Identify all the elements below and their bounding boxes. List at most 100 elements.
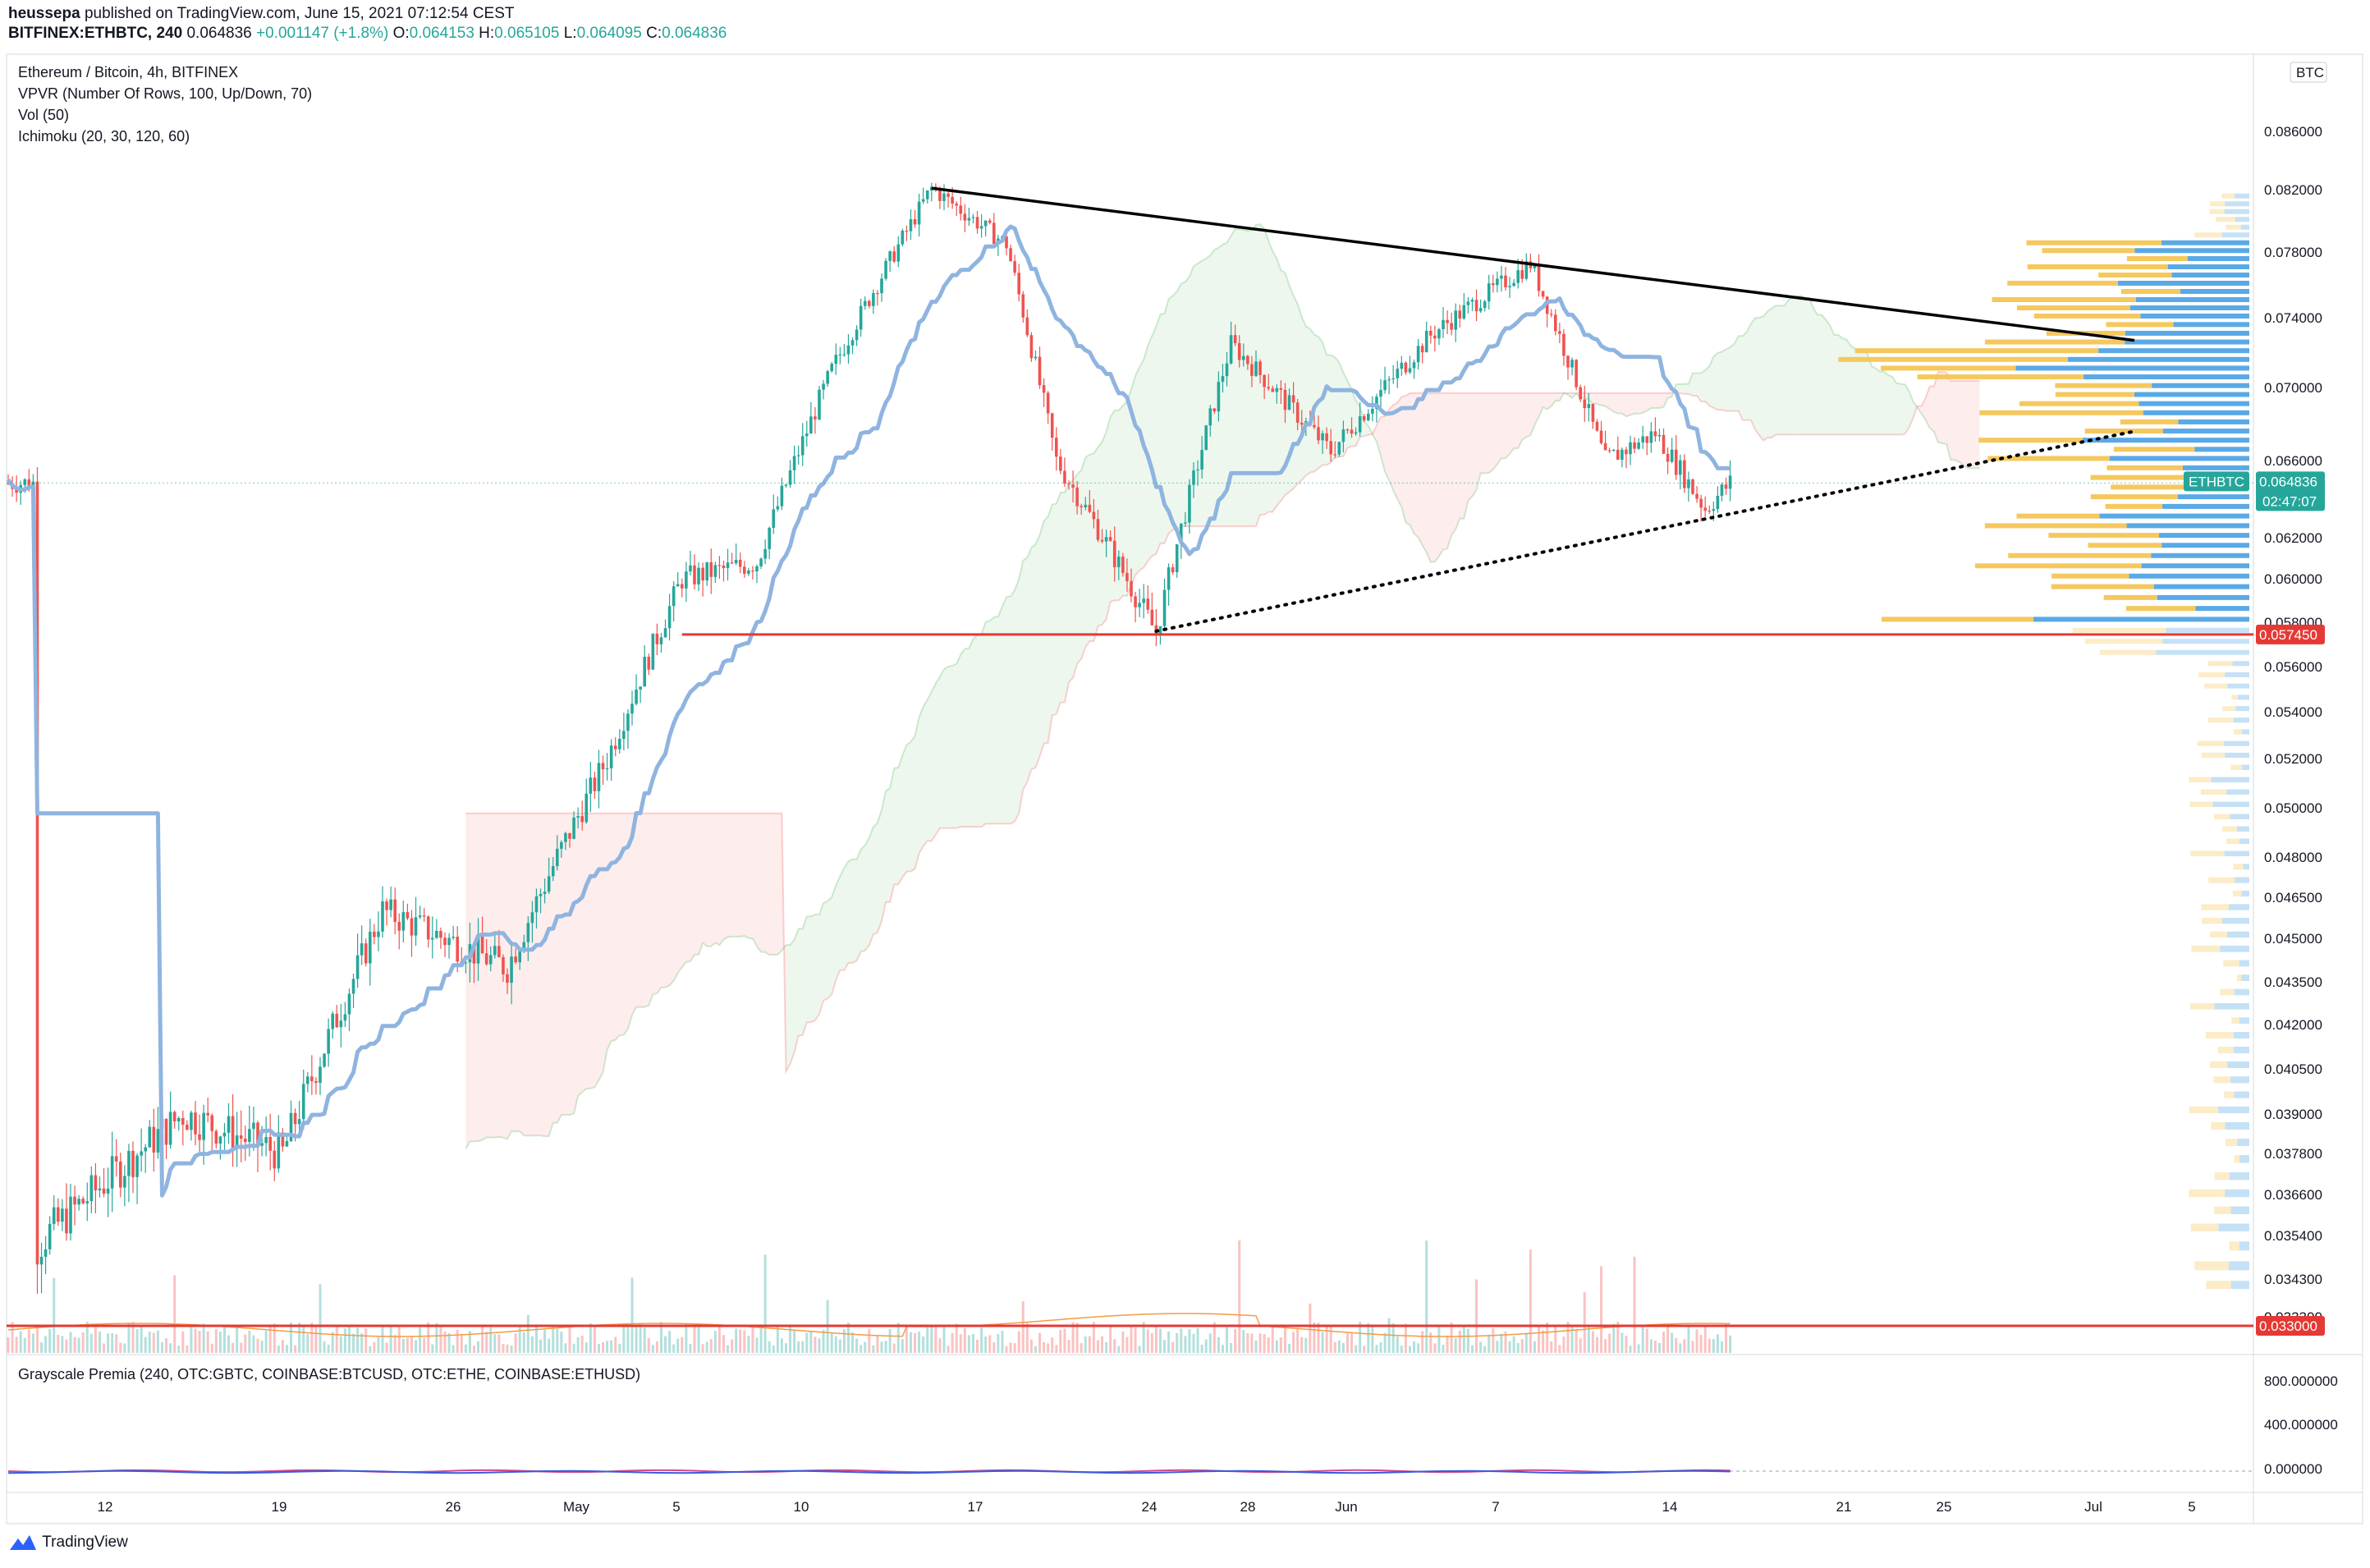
candle-body — [722, 565, 726, 569]
candle-body — [227, 1116, 231, 1133]
time-axis[interactable]: 12 19 26 May 5 10 17 24 28 Jun 7 14 21 25 Jul 5 — [98, 1499, 2196, 1515]
volume-bar — [1254, 1340, 1258, 1353]
candle-body — [439, 930, 442, 938]
volume-bar — [1379, 1342, 1382, 1353]
cloud-segment — [611, 813, 616, 1041]
cloud-segment — [707, 813, 712, 947]
volume-bar — [548, 1338, 551, 1353]
vpvr-down-bar — [2217, 1047, 2234, 1053]
price-axis[interactable]: 0.086000 0.082000 0.078000 0.074000 0.070000… — [2264, 62, 2338, 1477]
volume-bar — [502, 1344, 505, 1353]
volume-bar — [1437, 1326, 1441, 1353]
candle-body — [1599, 430, 1603, 443]
volume-bar — [1396, 1336, 1399, 1353]
candle-body — [738, 559, 742, 567]
cloud-segment — [1172, 291, 1177, 530]
candle-body — [1287, 395, 1291, 410]
cloud-segment — [1742, 332, 1747, 420]
cloud-segment — [1838, 335, 1843, 435]
volume-bar — [1371, 1324, 1374, 1353]
cloud-segment — [1468, 392, 1473, 501]
publisher-name[interactable]: heussepa — [8, 5, 80, 22]
cloud-segment — [1900, 383, 1905, 435]
cloud-segment — [1688, 373, 1693, 397]
candle-body — [1545, 296, 1549, 314]
cloud-segment — [1796, 296, 1801, 435]
candle-body — [1500, 275, 1503, 279]
candle-body — [892, 251, 896, 262]
cloud-segment — [1144, 346, 1148, 568]
candle-body — [144, 1147, 147, 1152]
vpvr-down-bar — [2090, 475, 2194, 480]
price-tick-label: 0.034300 — [2264, 1272, 2322, 1287]
vpvr-up-bar — [2195, 606, 2249, 612]
legend-vpvr[interactable]: VPVR (Number Of Rows, 100, Up/Down, 70) — [18, 85, 313, 102]
legend-sub-pane[interactable]: Grayscale Premia (240, OTC:GBTC, COINBAS… — [18, 1366, 641, 1382]
candle-body — [1171, 567, 1175, 573]
cloud-segment — [923, 699, 928, 846]
volume-bar — [1608, 1333, 1611, 1353]
price-change: +0.001147 (+1.8%) — [256, 25, 389, 42]
cloud-segment — [1185, 276, 1190, 527]
candle-body — [822, 383, 825, 390]
vpvr-down-bar — [2190, 1003, 2215, 1010]
cloud-segment — [1476, 392, 1481, 490]
cloud-segment — [1231, 229, 1235, 527]
cloud-segment — [765, 813, 770, 956]
trendlines[interactable] — [7, 186, 2253, 1327]
volume-bar — [1084, 1336, 1087, 1353]
candle-body — [347, 993, 351, 1015]
candle-body — [176, 1117, 181, 1121]
vpvr-up-bar — [2235, 217, 2249, 222]
cloud-segment — [1772, 305, 1776, 438]
candle-body — [796, 455, 800, 456]
tradingview-logo[interactable]: TradingView — [8, 1534, 128, 1552]
volume-bar — [1067, 1340, 1070, 1353]
volume-bar — [160, 1342, 163, 1353]
cloud-segment — [944, 666, 949, 828]
cloud-segment — [1126, 389, 1131, 596]
candle-body — [863, 300, 867, 306]
cloud-segment — [1106, 416, 1111, 620]
legend-vol[interactable]: Vol (50) — [18, 107, 70, 123]
cloud-segment — [1202, 259, 1207, 527]
cloud-segment — [1056, 492, 1061, 714]
volume-bar — [140, 1324, 143, 1353]
volume-bar — [1625, 1336, 1628, 1353]
candle-body — [1533, 265, 1537, 268]
volume-bar — [1263, 1334, 1266, 1353]
volume-bar — [1458, 1330, 1461, 1353]
cloud-segment — [1597, 392, 1602, 406]
candle-body — [1416, 346, 1420, 363]
close-label: C: — [646, 25, 662, 42]
candle-body — [651, 633, 655, 670]
candle-body — [1657, 434, 1662, 437]
volume-bar — [252, 1335, 255, 1353]
vpvr-down-bar — [2210, 1061, 2228, 1068]
cloud-segment — [1077, 470, 1082, 664]
candle-body — [872, 292, 875, 306]
last-price: 0.064836 — [186, 25, 252, 42]
legend-title[interactable]: Ethereum / Bitcoin, 4h, BITFINEX — [18, 64, 239, 80]
candle-body — [655, 633, 659, 644]
legend-ichimoku[interactable]: Ichimoku (20, 30, 120, 60) — [18, 128, 190, 144]
volume-bar — [589, 1323, 592, 1353]
cloud-segment — [1813, 308, 1818, 435]
candle-body — [85, 1201, 89, 1204]
date-tick-label: May — [563, 1499, 590, 1515]
volume-bar — [947, 1346, 950, 1353]
cloud-segment — [1584, 392, 1589, 401]
candle-body — [534, 896, 539, 913]
candle-body — [1591, 404, 1595, 422]
vpvr-down-bar — [2206, 1281, 2231, 1290]
cloud-segment — [848, 859, 853, 963]
lower-level-tag-text: 0.033000 — [2259, 1318, 2317, 1334]
cloud-segment — [1568, 392, 1573, 398]
volume-bar — [472, 1346, 475, 1353]
volume-bar — [963, 1327, 966, 1353]
candle-body — [1084, 504, 1088, 507]
candle-body — [48, 1223, 52, 1249]
vpvr-up-bar — [2234, 988, 2249, 996]
cloud-segment — [1393, 402, 1398, 500]
